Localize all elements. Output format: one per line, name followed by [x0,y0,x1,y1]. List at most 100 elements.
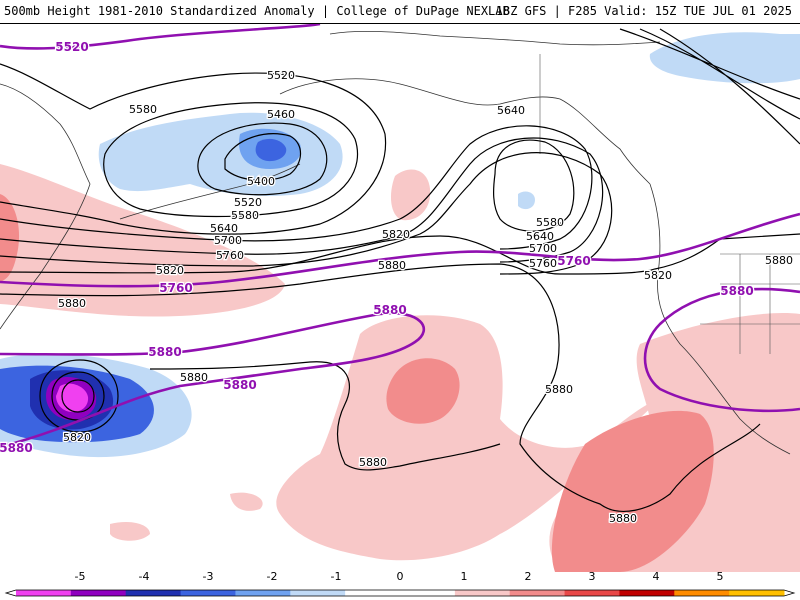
colorbar-swatch [290,590,346,596]
colorbar-swatch [454,590,511,596]
contour-cyclone-ring-2 [51,371,105,421]
contour-label: 5640 [210,222,238,235]
colorbar-tick-label: 2 [525,570,532,583]
colorbar-swatch [509,590,566,596]
colorbar-swatch [345,590,401,596]
contour-label: 5820 [63,431,91,444]
contour-bering-loop [492,139,575,232]
contour-label: 5640 [526,230,554,243]
contour-label: 5760 [216,249,244,262]
colorbar-swatch [180,590,236,596]
colorbar-tick-label: -3 [203,570,214,583]
colorbar-tick-label: 0 [397,570,404,583]
us-state-lines [700,253,800,354]
product-title: 500mb Height 1981-2010 Standardized Anom… [4,4,510,18]
colorbar-swatches [4,589,796,597]
colorbar-swatch [16,590,72,596]
arctic-coast [329,30,661,46]
ref-contour-5880-west [0,311,426,449]
negative-anomaly-shading [0,32,800,458]
contour-label: 5880 [545,383,573,396]
political-borders [539,54,800,354]
contour-label: 5880 [609,512,637,525]
contour-cyclone-ring-1 [39,359,119,433]
contour-5580 [0,63,387,235]
colorbar-tick-label: 1 [461,570,468,583]
anomaly-area-central-positive [276,315,660,561]
anomaly-area-west-positive [0,164,285,317]
map-canvas: 5520552054605580540055205580564057005760… [0,24,800,572]
ref-contour-5760 [0,212,800,288]
anomaly-map: 5520 5520 5460 5580 5400 5520 5580 5640 5700 5760… [0,24,800,572]
ref-contour-5520 [0,24,321,50]
ref-contour-label: 5760 [159,281,192,295]
ref-contour-label: 5880 [223,378,256,392]
colorbar-swatch [235,590,291,596]
anomaly-area-east-strong [551,410,714,572]
contour-label: 5460 [267,108,295,121]
ref-contour-label: 5880 [720,284,753,298]
colorbar-swatch [125,590,182,596]
contour-label: 5820 [382,228,410,241]
model-valid-time: 18Z GFS | F285 Valid: 15Z TUE JUL 01 202… [495,4,792,18]
contour-5520-a [103,102,359,218]
contour-5400 [224,133,302,181]
colorbar-swatch [564,590,620,596]
ref-contour-label: 5880 [148,345,181,359]
colorbar-tick-label: 4 [653,570,660,583]
colorbar-swatch [729,590,785,596]
anomaly-area-west-strong [0,194,20,282]
contour-5760 [0,152,613,275]
contour-label: 5700 [529,242,557,255]
ref-contour-label: 5760 [557,254,590,268]
colorbar-swatch [619,590,675,596]
height-contours [0,28,800,512]
alaska-coast [279,78,651,185]
colorbar-canvas: -5 -4 -3 -2 -1 0 1 2 3 4 5 [4,570,796,597]
colorbar-swatch [70,590,127,596]
ref-contour-label: 5880 [0,441,33,455]
contour-5460 [197,122,328,196]
asia-east-coast [0,83,91,330]
colorbar-tick-label: 3 [589,570,596,583]
anomaly-area-arctic-negative [649,32,800,84]
colorbar-tick-label: -5 [75,570,86,583]
colorbar-ticks: -5 -4 -3 -2 -1 0 1 2 3 4 5 [75,570,724,583]
contour-arctic-lines [619,28,800,145]
colorbar-tick-label: -2 [267,570,278,583]
contour-label: 5760 [529,257,557,270]
contour-label: 5520 [234,196,262,209]
contour-label: 5580 [231,209,259,222]
ref-contour-5880-east [643,287,800,413]
ref-contour-label: 5880 [373,303,406,317]
contour-5880-a [0,263,761,512]
contour-label: 5880 [58,297,86,310]
colorbar-swatch [400,590,456,596]
contour-label: 5640 [497,104,525,117]
anomaly-area-central-strong [386,358,460,424]
contour-label: 5820 [156,264,184,277]
anomaly-area-aleutian-center [255,138,287,162]
contour-label: 5520 [267,69,295,82]
contour-labels: 5520552054605580540055205580564057005760… [0,39,794,527]
header-bar: 500mb Height 1981-2010 Standardized Anom… [0,0,800,24]
colorbar-tick-label: -1 [331,570,342,583]
contour-label: 5880 [765,254,793,267]
contour-label: 5700 [214,234,242,247]
colorbar-outline [4,589,796,597]
anomaly-area-aleutian-low [98,112,343,196]
colorbar-tick-label: -4 [139,570,150,583]
contour-label: 5580 [536,216,564,229]
north-america-west-coast [649,183,791,455]
colorbar-swatch [674,590,730,596]
contour-5700 [0,137,604,263]
colorbar-tick-label: 5 [717,570,724,583]
ref-contour-label: 5520 [55,40,88,54]
anomaly-area-bering-small [518,191,535,210]
reference-contours [0,24,800,449]
anomaly-colorbar: -5 -4 -3 -2 -1 0 1 2 3 4 5 [0,570,800,600]
contour-label: 5880 [180,371,208,384]
contour-5880-b [149,361,501,471]
coastlines [0,30,791,455]
